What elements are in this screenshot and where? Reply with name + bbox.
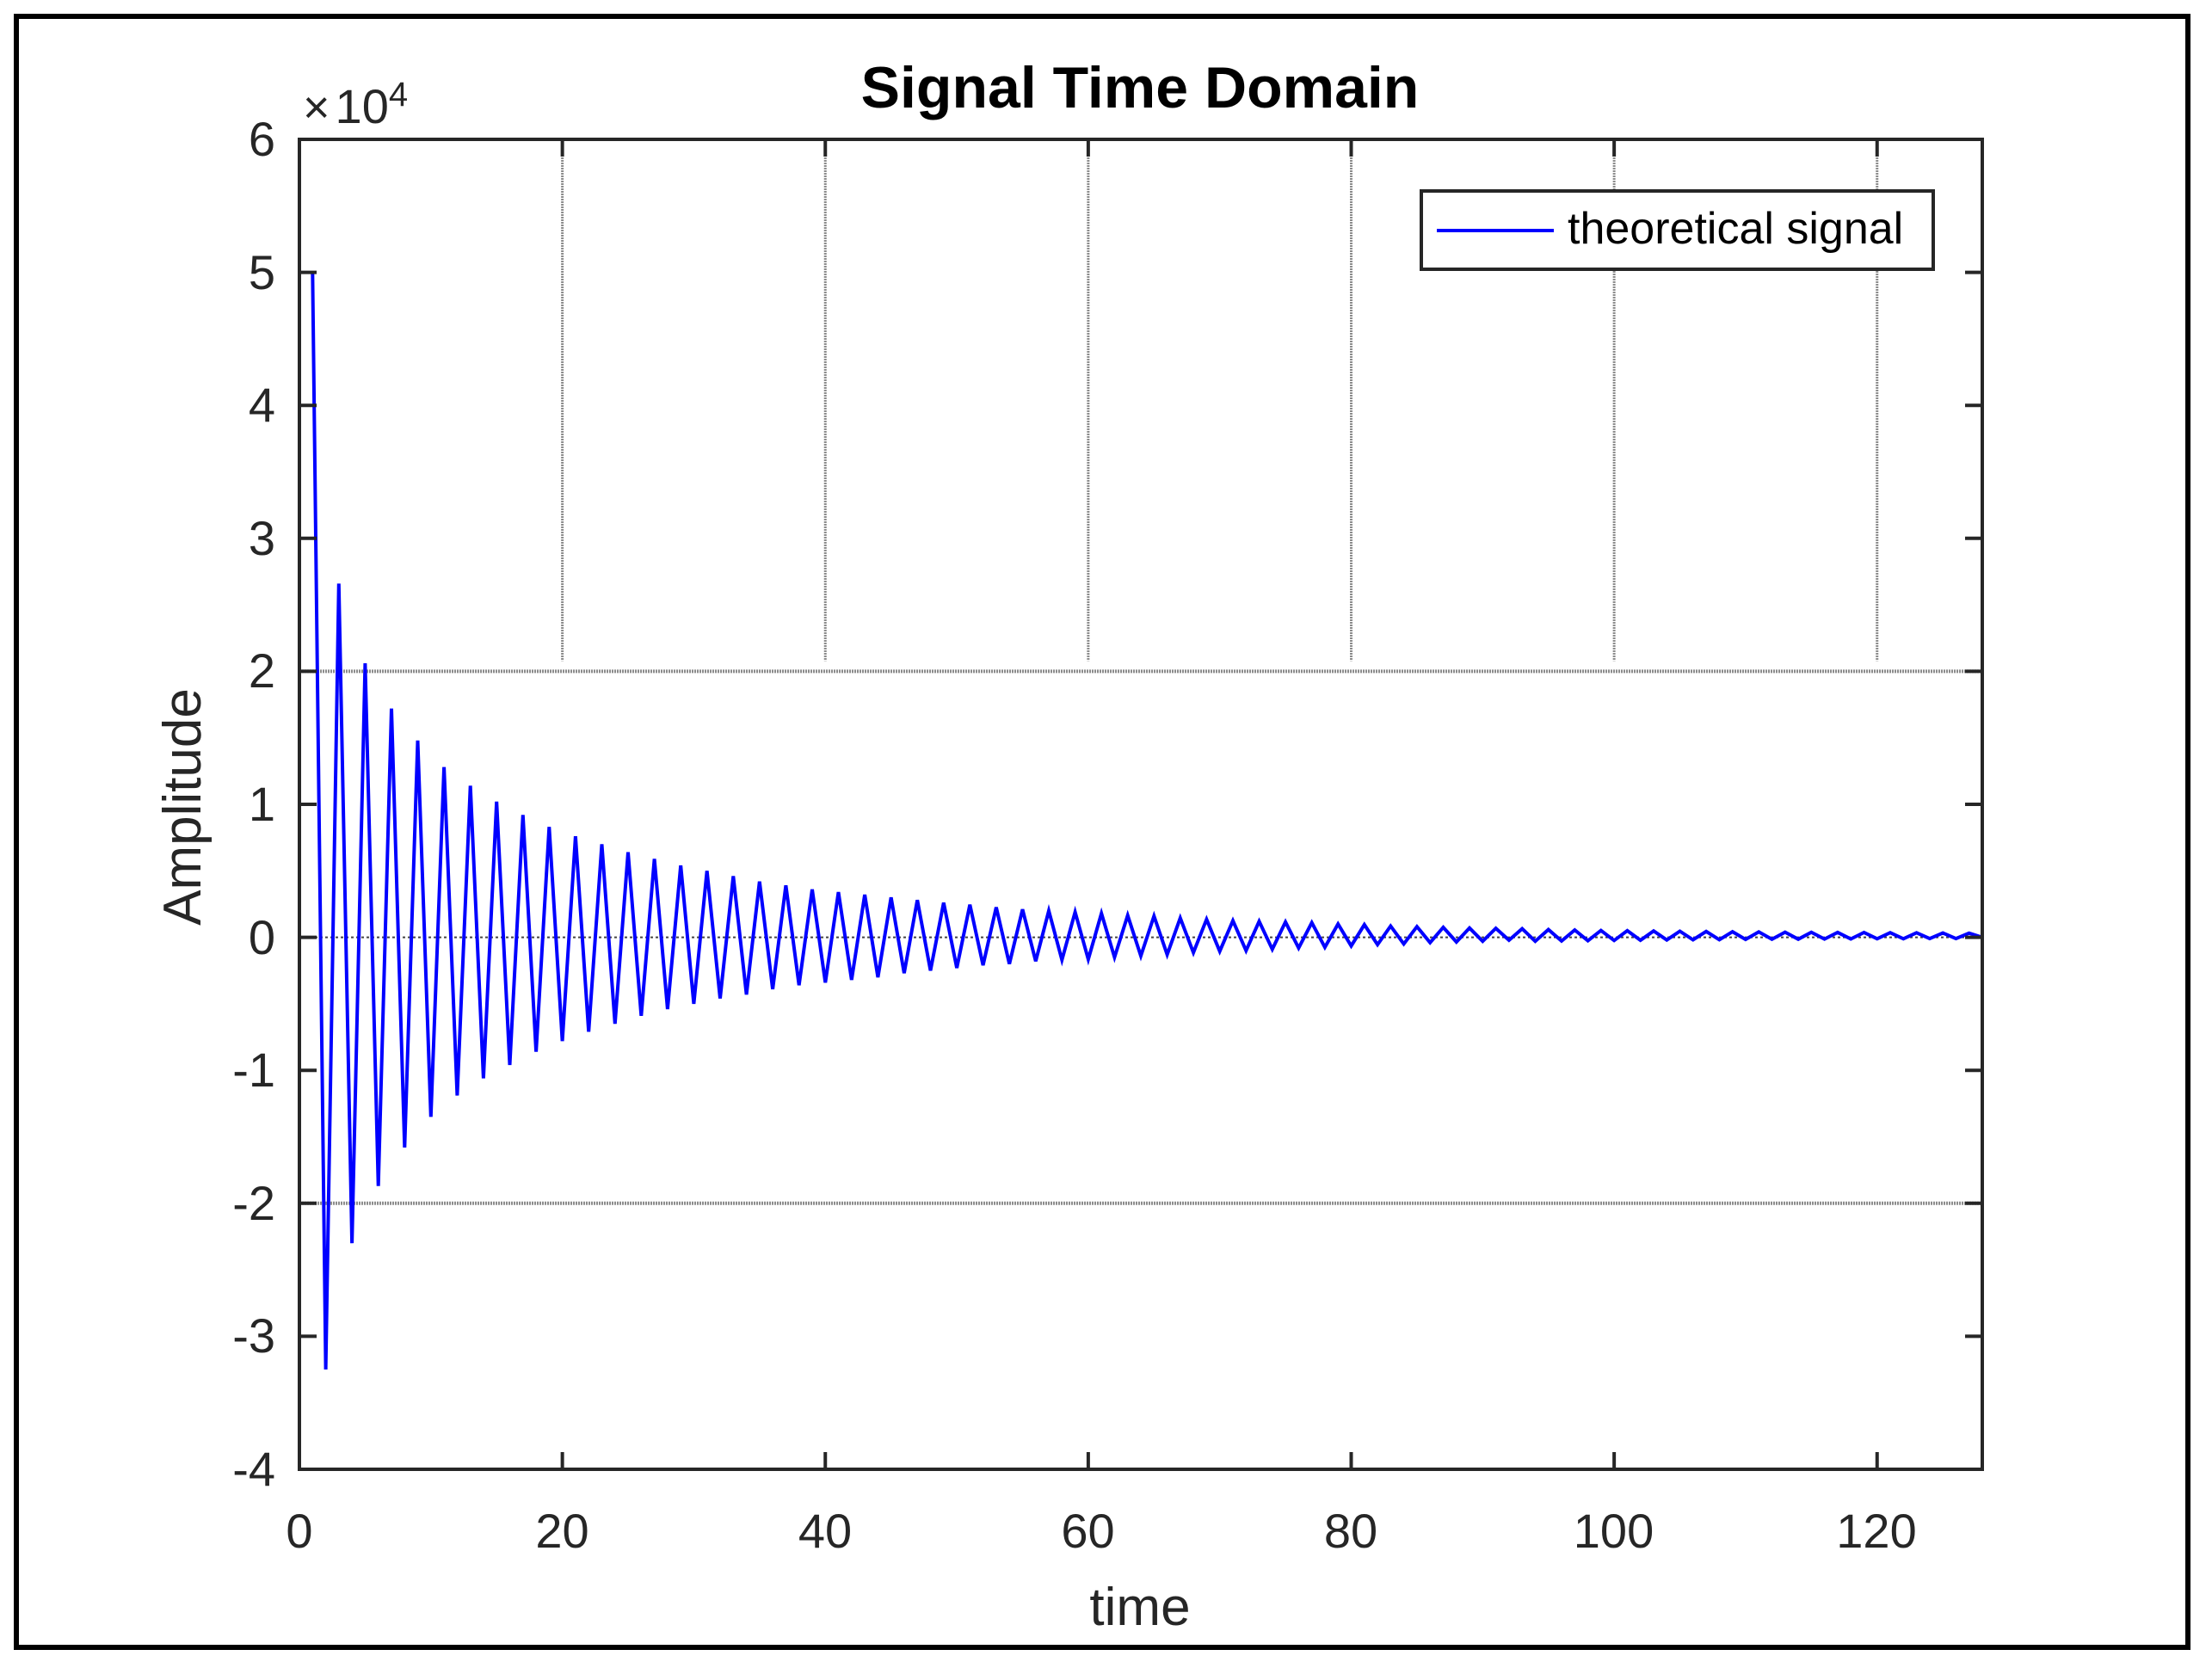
series-line [311,272,1983,1370]
axes-box [298,138,1984,1471]
y-axis-label: Amplitude [153,688,213,926]
legend[interactable]: theoretical signal [1420,189,1935,271]
axes-border [298,138,1984,1471]
grid-lines [299,139,1982,1205]
x-tick-label: 60 [1061,1504,1115,1558]
x-tick-label: 20 [535,1504,589,1558]
y-tick-label: -1 [232,1043,275,1098]
legend-line-swatch [1437,229,1554,232]
figure-border [14,14,2190,1650]
x-axis-label: time [1089,1578,1191,1637]
y-tick-label: -2 [232,1175,275,1230]
y-axis-exponent: × 104 [303,77,408,133]
y-tick-label: 6 [248,112,275,166]
exponent-power: 4 [388,76,409,114]
y-tick-label: 2 [248,643,275,699]
y-tick-label: 0 [248,909,275,964]
times-symbol: × [303,82,330,133]
y-tick-label: -3 [232,1308,275,1363]
series-theoretical-signal [311,272,1983,1370]
y-tick-label: 3 [248,510,275,565]
legend-label: theoretical signal [1568,204,1904,254]
x-tick-label: 80 [1323,1504,1378,1558]
y-tick-label: 1 [248,777,275,831]
y-tick-label: 4 [248,378,275,433]
chart-title: Signal Time Domain [860,55,1420,120]
x-tick-label: 40 [798,1504,853,1558]
y-tick-label: 5 [248,244,275,299]
exponent-base: 10 [335,79,389,133]
x-tick-label: 120 [1836,1504,1917,1558]
x-tick-label: 100 [1573,1504,1654,1558]
x-tick-label: 0 [286,1504,313,1558]
y-tick-label: -4 [232,1442,275,1496]
